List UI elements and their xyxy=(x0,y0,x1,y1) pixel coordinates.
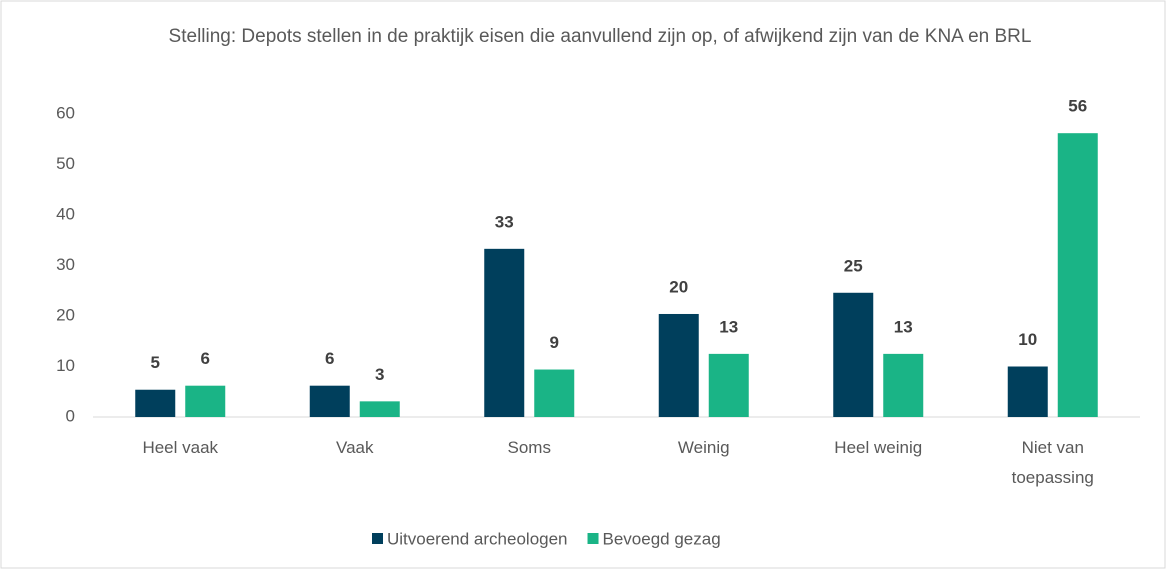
value-label: 20 xyxy=(669,277,688,296)
bar xyxy=(534,369,575,417)
y-tick-label: 40 xyxy=(56,204,75,223)
value-label: 13 xyxy=(719,317,738,336)
bar xyxy=(185,385,226,417)
legend-swatch xyxy=(587,533,599,544)
value-label: 3 xyxy=(375,365,384,384)
y-tick-label: 20 xyxy=(56,305,75,324)
bar xyxy=(1057,133,1098,417)
x-tick-label: Heel weinig xyxy=(834,438,923,457)
bar xyxy=(484,248,525,417)
x-tick-label: Soms xyxy=(507,438,551,457)
value-label: 56 xyxy=(1068,97,1087,116)
x-tick-label: Vaak xyxy=(336,438,374,457)
bar xyxy=(1007,366,1048,417)
x-tick-label: Heel vaak xyxy=(142,438,219,457)
legend-swatch xyxy=(372,533,383,544)
legend-label: Bevoegd gezag xyxy=(603,529,721,548)
value-label: 25 xyxy=(844,256,863,275)
x-tick-label: Weinig xyxy=(677,438,730,457)
bar xyxy=(359,401,400,417)
bar xyxy=(135,389,176,417)
value-label: 6 xyxy=(201,349,210,368)
value-label: 5 xyxy=(151,353,160,372)
bar xyxy=(833,292,874,417)
bar xyxy=(708,353,749,417)
legend-label: Uitvoerend archeologen xyxy=(387,529,568,548)
bar xyxy=(883,353,924,417)
y-tick-label: 0 xyxy=(66,406,75,425)
value-label: 9 xyxy=(550,333,559,352)
bar xyxy=(309,385,350,417)
y-tick-label: 10 xyxy=(56,356,75,375)
x-tick-label: Niet van toepassing xyxy=(1011,438,1094,487)
y-tick-label: 60 xyxy=(56,103,75,122)
bar xyxy=(658,313,699,417)
value-label: 33 xyxy=(495,212,514,231)
y-tick-label: 50 xyxy=(56,154,75,173)
y-tick-label: 30 xyxy=(56,255,75,274)
value-label: 10 xyxy=(1018,330,1037,349)
value-label: 13 xyxy=(894,317,913,336)
value-label: 6 xyxy=(325,349,334,368)
chart-title: Stelling: Depots stellen in de praktijk … xyxy=(168,26,1032,47)
